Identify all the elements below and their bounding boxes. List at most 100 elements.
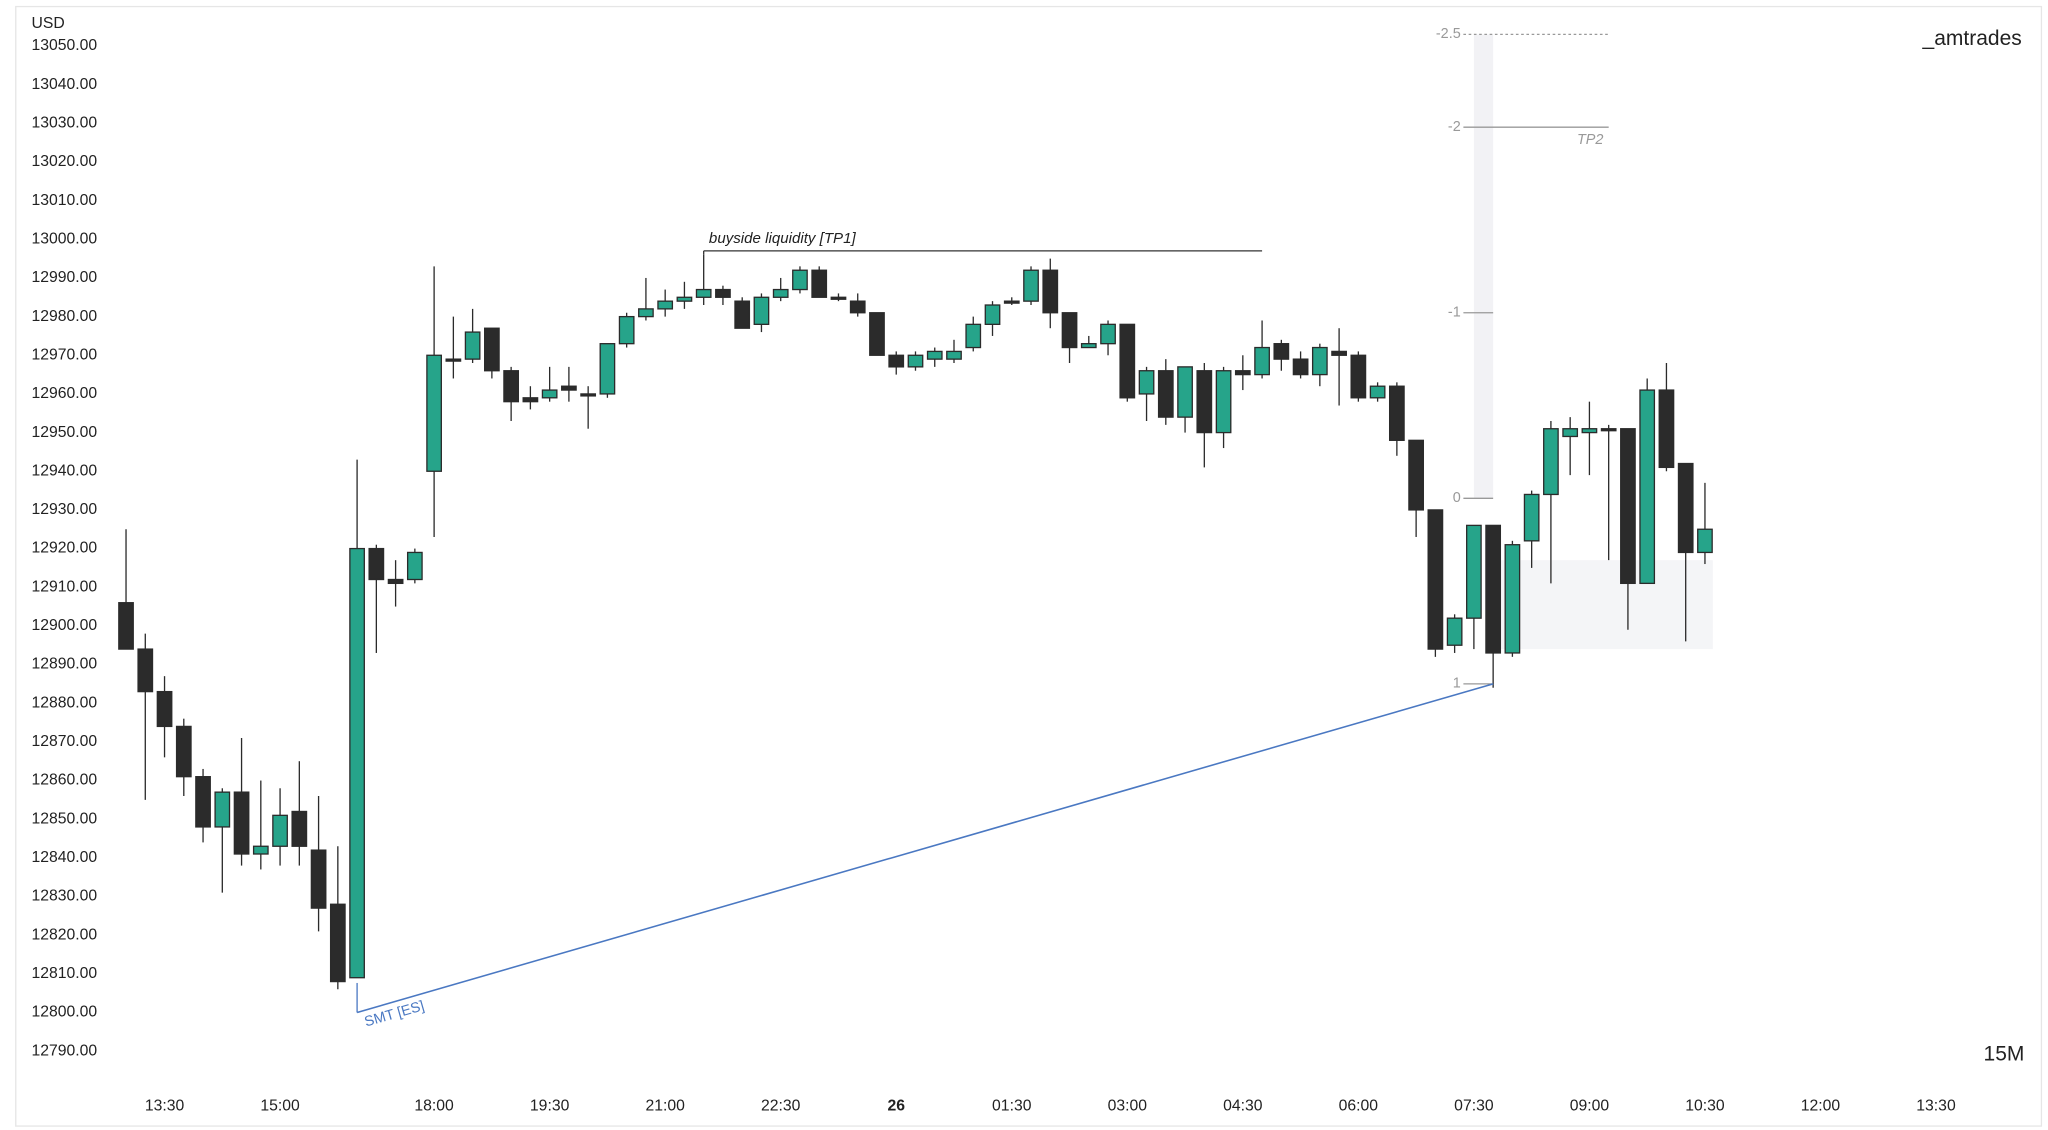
candle-body [445, 358, 462, 362]
candle-body [1543, 428, 1559, 496]
candle-body [1254, 346, 1270, 376]
smt-label: SMT [ES] [363, 998, 427, 1030]
candle-body [1042, 269, 1059, 314]
candle-body [869, 312, 885, 356]
candle-body [1292, 358, 1309, 376]
candle-body [426, 354, 442, 472]
candle-body [1408, 439, 1425, 511]
candle-body [1504, 544, 1521, 654]
candle-body [1119, 323, 1136, 399]
x-tick-label: 15:00 [260, 1098, 300, 1115]
candle-body [1388, 385, 1405, 441]
candle-body [329, 903, 346, 983]
candle-body [214, 791, 231, 828]
y-tick-label: 12980.00 [32, 308, 98, 325]
x-tick-label: 12:00 [1801, 1098, 1841, 1115]
candle-body [715, 288, 731, 298]
y-tick-label: 12970.00 [32, 346, 98, 363]
candle-body [657, 300, 674, 310]
candle-body [1273, 343, 1290, 360]
candle-body [561, 385, 577, 391]
y-tick-label: 13050.00 [32, 37, 98, 54]
watermark: _amtrades [1922, 27, 2022, 50]
candle-body [1562, 428, 1579, 438]
candle-body [1697, 528, 1713, 554]
candle-body [1485, 524, 1502, 654]
y-tick-label: 12840.00 [32, 849, 98, 866]
y-tick-label: 12940.00 [32, 462, 98, 479]
candle-body [137, 648, 154, 693]
y-tick-label: 12900.00 [32, 617, 98, 634]
y-tick-label: 12790.00 [32, 1042, 98, 1059]
candle-body [156, 690, 173, 728]
candle-body [464, 331, 481, 360]
y-tick-label: 12860.00 [32, 772, 98, 789]
y-tick-label: 12820.00 [32, 926, 98, 943]
candle-body [406, 551, 423, 581]
y-tick-label: 13020.00 [32, 153, 98, 170]
candle-body [734, 300, 751, 329]
y-tick-label: 12960.00 [32, 385, 98, 402]
candle-body [1157, 370, 1174, 418]
y-tick-label: 12870.00 [32, 733, 98, 750]
candle-body [849, 300, 866, 314]
zone [1493, 560, 1713, 650]
y-tick-label: 13030.00 [32, 114, 98, 131]
candle-body [1427, 509, 1444, 650]
candle-body [368, 547, 385, 581]
candle-body [118, 602, 134, 650]
candle-body [233, 791, 250, 855]
candle-body [1639, 389, 1656, 585]
candle-body [580, 393, 597, 397]
candle-body [484, 327, 500, 372]
timeframe: 15M [1984, 1043, 2025, 1066]
candle-body [946, 350, 962, 360]
candle-body [618, 315, 635, 345]
y-tick-label: 12920.00 [32, 540, 98, 557]
candle-body [1331, 350, 1347, 356]
candle-body [638, 308, 654, 318]
candle-body [1600, 428, 1617, 432]
candle-body [503, 370, 520, 403]
candle-body [1311, 346, 1328, 376]
x-tick-label: 13:30 [145, 1098, 185, 1115]
candle-body [175, 725, 192, 778]
candle-body [772, 288, 789, 298]
y-tick-label: 12950.00 [32, 424, 98, 441]
candle-body [1581, 428, 1598, 434]
candle-body [599, 343, 616, 395]
x-tick-label: 19:30 [530, 1098, 570, 1115]
liquidity-label: buyside liquidity [TP1] [709, 230, 857, 247]
candle-body [811, 269, 828, 298]
candle-body [888, 354, 905, 368]
y-tick-label: 12990.00 [32, 269, 98, 286]
x-tick-label: 01:30 [992, 1098, 1032, 1115]
frame [15, 5, 2043, 1127]
x-tick-label: 21:00 [645, 1098, 685, 1115]
candle-body [676, 296, 693, 302]
fib-label: -1 [1448, 305, 1461, 321]
candle-body [753, 296, 770, 326]
y-tick-label: 12810.00 [32, 965, 98, 982]
candle-body [1023, 269, 1039, 302]
candle-body [1061, 312, 1078, 349]
y-tick-label: 12830.00 [32, 888, 98, 905]
x-tick-label: 26 [887, 1098, 905, 1115]
y-tick-label: 12800.00 [32, 1004, 98, 1021]
candle-body [1369, 385, 1386, 399]
y-tick-label: 12910.00 [32, 578, 98, 595]
y-tick-label: 12930.00 [32, 501, 98, 518]
x-tick-label: 22:30 [761, 1098, 801, 1115]
candle-body [1177, 366, 1193, 418]
candle-body [1446, 617, 1463, 646]
y-tick-label: 13040.00 [32, 76, 98, 93]
tp-label: TP2 [1577, 132, 1603, 148]
candle-body [984, 304, 1001, 326]
fib-label: 1 [1453, 676, 1461, 692]
candle-body [907, 354, 924, 368]
fib-label: 0 [1453, 490, 1461, 506]
candle-body [1677, 462, 1694, 554]
x-tick-label: 03:00 [1108, 1098, 1148, 1115]
candle-body [1658, 389, 1675, 469]
y-tick-label: 12880.00 [32, 694, 98, 711]
